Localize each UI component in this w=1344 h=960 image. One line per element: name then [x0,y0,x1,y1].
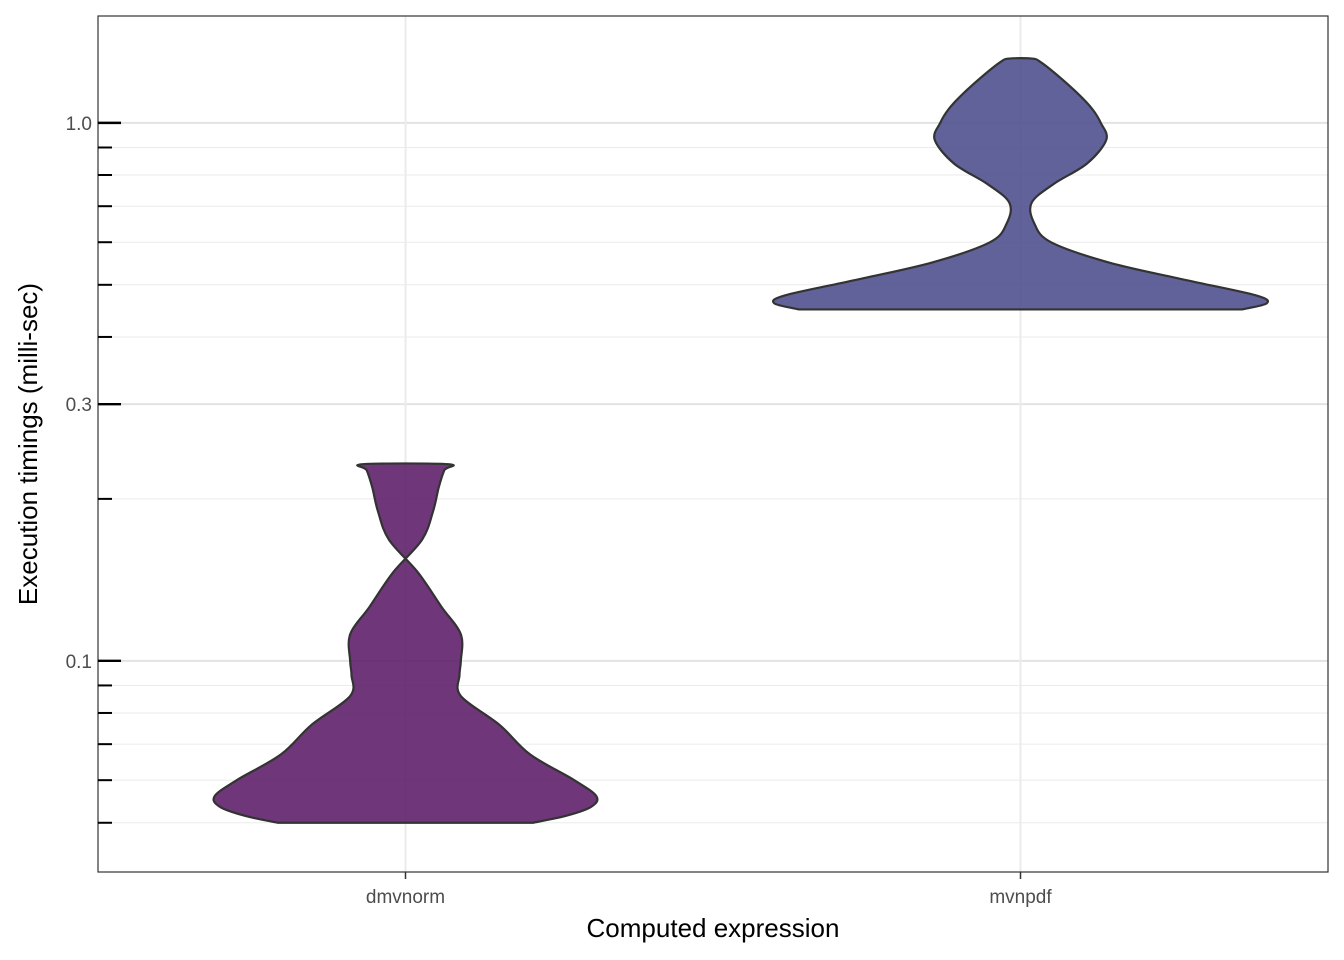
x-tick-label: dmvnorm [366,887,445,908]
violins [212,57,1270,824]
grid-lines [98,16,1328,872]
panel-background [98,16,1328,872]
y-tick-label: 1.0 [66,114,92,135]
violin-dmvnorm [212,462,599,824]
violin-mvnpdf [771,57,1270,311]
x-axis-title: Computed expression [587,913,840,943]
y-axis-title: Execution timings (milli-sec) [13,283,43,605]
y-tick-label: 0.3 [66,395,92,416]
axes: 0.1 0.3 1.0 dmvnorm mvnpdf [66,114,1053,908]
y-tick-label: 0.1 [66,652,92,673]
panel-border [97,15,1329,873]
x-tick-label: mvnpdf [989,887,1052,908]
